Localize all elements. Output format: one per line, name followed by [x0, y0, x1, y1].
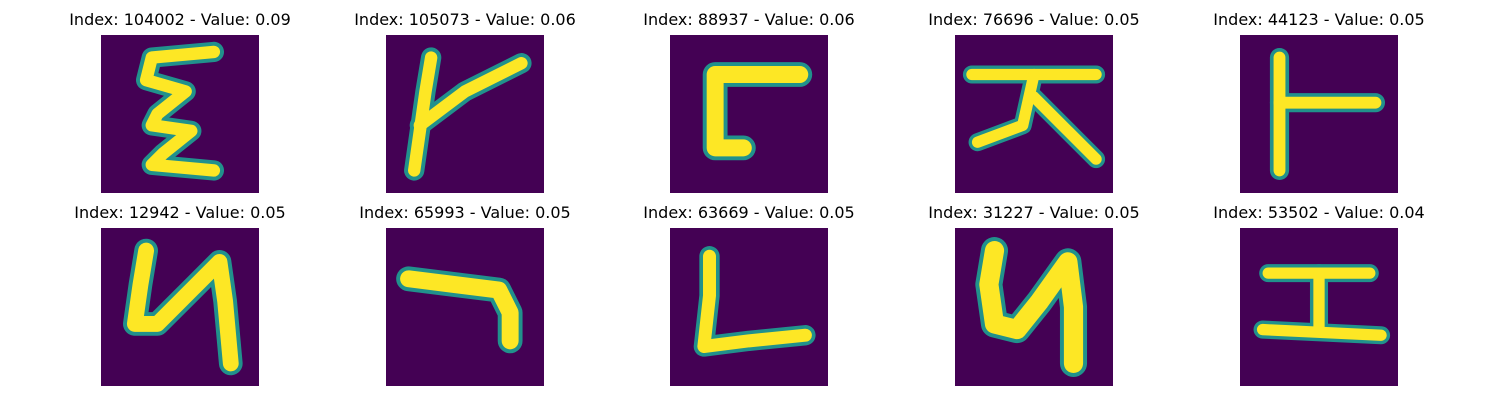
- glyph-strokes: [693, 246, 816, 357]
- panel-title: Index: 104002 - Value: 0.09: [69, 10, 291, 29]
- glyph-strokes: [404, 47, 532, 181]
- glyph-image: [670, 35, 828, 193]
- glyph-image: [955, 35, 1113, 193]
- glyph-strokes: [1253, 264, 1391, 345]
- glyph-image: [386, 35, 544, 193]
- image-background: [670, 35, 828, 193]
- glyph-image: [1240, 228, 1398, 386]
- glyph-image: [386, 228, 544, 386]
- glyph-image: [101, 35, 259, 193]
- glyph-strokes: [123, 238, 243, 376]
- panel-title: Index: 31227 - Value: 0.05: [928, 203, 1140, 222]
- panel-title: Index: 105073 - Value: 0.06: [354, 10, 576, 29]
- glyph-strokes: [135, 41, 225, 181]
- glyph-strokes: [1269, 47, 1386, 181]
- glyph-image: [955, 228, 1113, 386]
- panel-title: Index: 44123 - Value: 0.05: [1213, 10, 1425, 29]
- glyph-image: [101, 228, 259, 386]
- panel-title: Index: 63669 - Value: 0.05: [643, 203, 855, 222]
- image-background: [670, 228, 828, 386]
- glyph-image: [1240, 35, 1398, 193]
- panel-title: Index: 12942 - Value: 0.05: [74, 203, 286, 222]
- glyph-strokes: [962, 65, 1106, 169]
- panel-title: Index: 65993 - Value: 0.05: [359, 203, 571, 222]
- glyph-strokes: [396, 266, 523, 354]
- glyph-strokes: [975, 237, 1088, 377]
- glyph-strokes: [702, 62, 813, 161]
- panel-title: Index: 76696 - Value: 0.05: [928, 10, 1140, 29]
- panel-title: Index: 53502 - Value: 0.04: [1213, 203, 1425, 222]
- image-background: [1240, 35, 1398, 193]
- panel-title: Index: 88937 - Value: 0.06: [643, 10, 855, 29]
- glyph-image: [670, 228, 828, 386]
